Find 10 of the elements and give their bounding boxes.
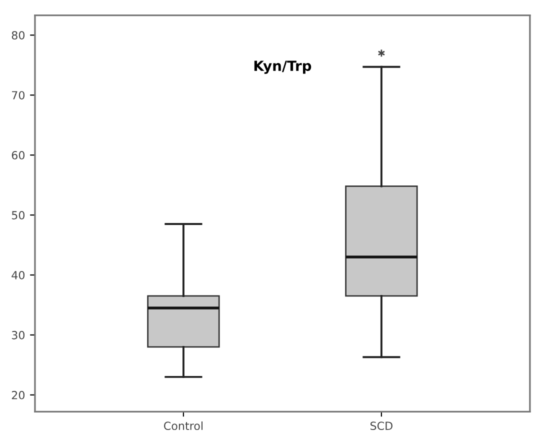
y-tick-label: 50 — [12, 211, 25, 220]
y-tick-label: 70 — [12, 91, 25, 100]
x-tick-label: Control — [164, 421, 202, 430]
y-tick-label: 20 — [12, 390, 25, 400]
y-tick-label: 80 — [12, 31, 25, 40]
x-tick-label: SCD — [370, 422, 392, 430]
y-tick-label: 30 — [12, 330, 25, 340]
y-tick-label: 60 — [12, 151, 25, 160]
y-tick-label: 40 — [12, 270, 25, 280]
text: Kyn/Trp — [254, 60, 312, 74]
